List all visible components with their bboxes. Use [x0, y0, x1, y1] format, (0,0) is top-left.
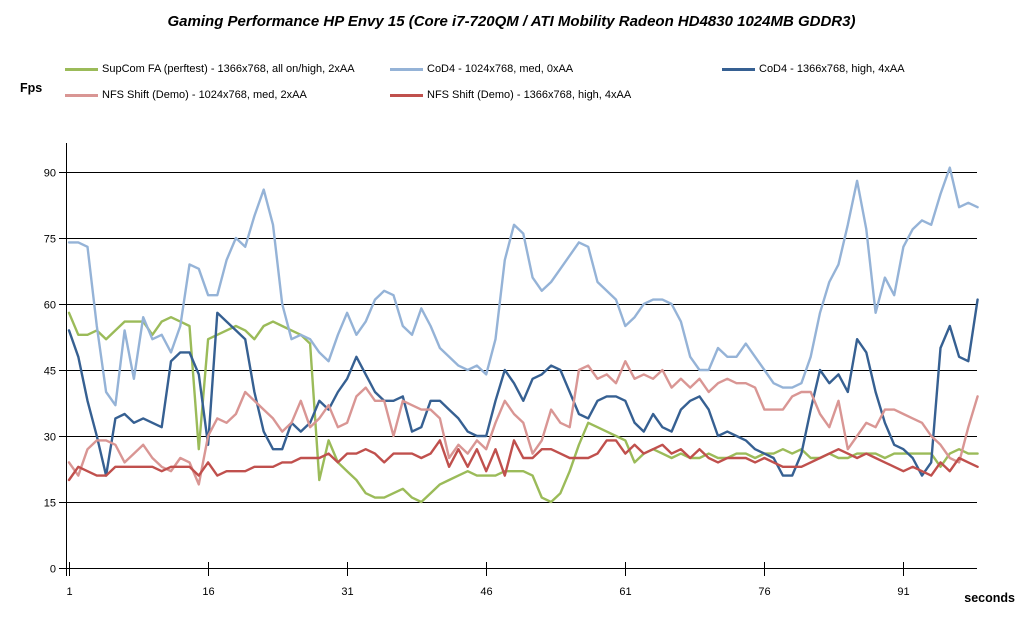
x-tick-label: 91	[897, 586, 909, 598]
legend-entry-supcom: SupCom FA (perftest) - 1366x768, all on/…	[65, 63, 355, 75]
legend-swatch-supcom	[65, 67, 98, 71]
legend-swatch-nfs-1024	[65, 93, 98, 97]
x-tick-label: 16	[202, 586, 214, 598]
x-tick-label: 1	[66, 586, 72, 598]
legend-entry-nfs-1024: NFS Shift (Demo) - 1024x768, med, 2xAA	[65, 89, 307, 101]
y-axis-title: Fps	[20, 81, 43, 95]
x-tick-label: 31	[341, 586, 353, 598]
legend-label-supcom: SupCom FA (perftest) - 1366x768, all on/…	[102, 63, 355, 75]
legend-swatch-nfs-1366	[390, 93, 423, 97]
x-tick-label: 61	[619, 586, 631, 598]
legend-entry-cod4-1366: CoD4 - 1366x768, high, 4xAA	[722, 63, 905, 75]
x-axis-title: seconds	[964, 591, 1015, 605]
y-tick-label: 90	[44, 168, 56, 180]
legend-label-cod4-1366: CoD4 - 1366x768, high, 4xAA	[759, 63, 905, 75]
legend-swatch-cod4-1366	[722, 67, 755, 71]
legend-swatch-cod4-1024	[390, 67, 423, 71]
series-line-3	[67, 360, 979, 486]
series-line-0	[67, 311, 979, 504]
x-tick-label: 76	[758, 586, 770, 598]
y-tick-label: 45	[44, 366, 56, 378]
legend-entry-nfs-1366: NFS Shift (Demo) - 1366x768, high, 4xAA	[390, 89, 631, 101]
legend-label-nfs-1366: NFS Shift (Demo) - 1366x768, high, 4xAA	[427, 89, 632, 101]
y-tick-label: 30	[44, 432, 56, 444]
y-tick-label: 75	[44, 234, 56, 246]
series-line-1	[67, 166, 979, 407]
legend-entry-cod4-1024: CoD4 - 1024x768, med, 0xAA	[390, 63, 573, 75]
y-tick-label: 0	[50, 564, 56, 576]
series-line-2	[67, 298, 979, 477]
legend-label-cod4-1024: CoD4 - 1024x768, med, 0xAA	[427, 63, 574, 75]
x-tick-label: 46	[480, 586, 492, 598]
y-tick-label: 15	[44, 498, 56, 510]
legend-label-nfs-1024: NFS Shift (Demo) - 1024x768, med, 2xAA	[102, 89, 307, 101]
chart-title: Gaming Performance HP Envy 15 (Core i7-7…	[167, 13, 856, 30]
series-line-4	[67, 439, 979, 482]
y-tick-label: 60	[44, 300, 56, 312]
